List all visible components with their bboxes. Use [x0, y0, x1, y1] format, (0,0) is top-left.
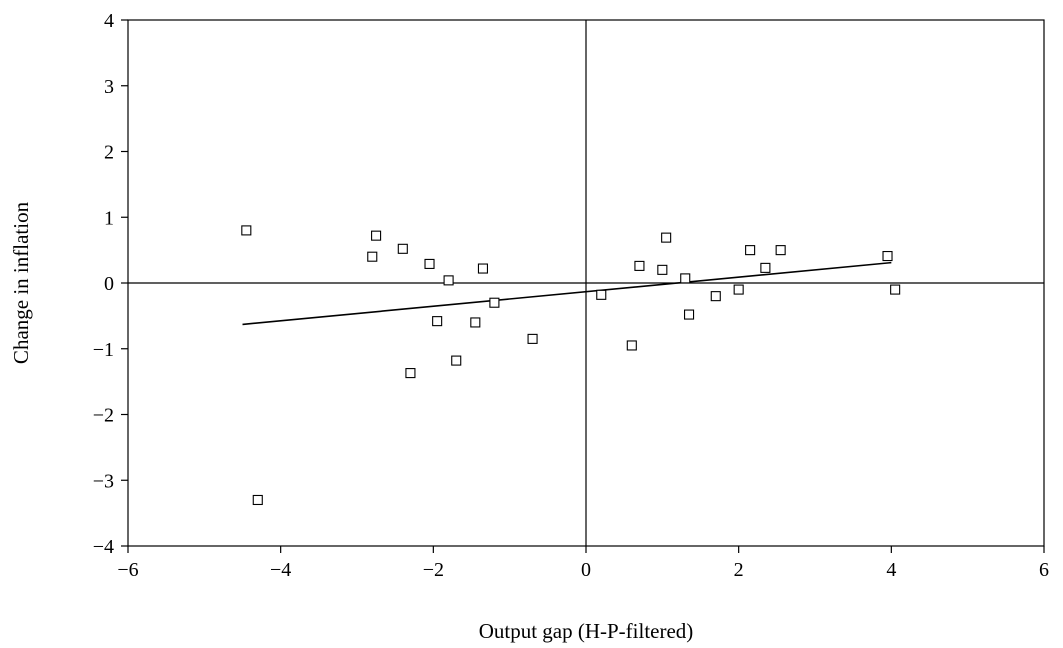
x-tick-label: 2 — [734, 559, 744, 581]
y-tick-label: 4 — [104, 10, 114, 32]
x-tick-label: 6 — [1039, 559, 1049, 581]
data-point-marker — [252, 494, 263, 506]
data-point-marker — [424, 258, 435, 269]
y-axis: −4 −3 −2 −1 0 1 2 3 4 — [93, 10, 128, 558]
y-tick-label: −3 — [93, 470, 114, 492]
data-point-marker — [432, 316, 443, 327]
data-point-marker — [405, 368, 416, 379]
x-tick-label: −6 — [117, 559, 138, 581]
fit-line-layer — [242, 261, 892, 326]
x-tick-label: −4 — [270, 559, 291, 581]
y-tick-label: −4 — [93, 536, 114, 558]
data-point-marker — [451, 355, 462, 366]
data-point-marker — [241, 225, 252, 236]
y-tick-label: −1 — [93, 339, 114, 361]
y-tick-label: 3 — [104, 76, 114, 98]
data-point-marker — [890, 284, 901, 295]
data-point-marker — [527, 333, 538, 344]
data-point-marker — [657, 264, 668, 275]
data-point-marker — [710, 291, 721, 302]
data-point-marker — [596, 289, 607, 300]
data-point-marker — [477, 263, 489, 274]
data-point-marker — [683, 309, 695, 320]
data-point-marker — [775, 245, 786, 256]
data-point-marker — [443, 275, 454, 286]
reference-lines — [128, 20, 1044, 546]
x-tick-label: 0 — [581, 559, 591, 581]
y-tick-label: 0 — [104, 273, 114, 295]
data-point-marker — [733, 284, 744, 295]
data-point-marker — [367, 251, 378, 262]
data-point-marker — [760, 262, 771, 273]
y-tick-label: 2 — [104, 142, 114, 164]
regression-line — [242, 261, 892, 326]
y-tick-label: −2 — [93, 405, 114, 427]
data-point-marker — [489, 297, 500, 308]
data-point-marker — [397, 243, 408, 254]
x-tick-label: 4 — [886, 559, 896, 581]
y-tick-label: 1 — [104, 207, 114, 229]
data-point-marker — [661, 232, 672, 243]
data-point-marker — [882, 250, 893, 262]
data-points — [241, 225, 901, 506]
x-tick-label: −2 — [423, 559, 444, 581]
x-axis-title: Output gap (H-P-filtered) — [479, 619, 694, 643]
data-point-marker — [680, 273, 691, 284]
data-point-marker — [470, 317, 481, 328]
data-point-marker — [745, 245, 756, 256]
x-axis: −6 −4 −2 0 2 4 6 — [117, 546, 1049, 581]
data-point-marker — [371, 230, 382, 241]
y-axis-title: Change in inflation — [9, 201, 33, 364]
data-point-marker — [634, 260, 645, 271]
data-point-marker — [626, 340, 637, 351]
